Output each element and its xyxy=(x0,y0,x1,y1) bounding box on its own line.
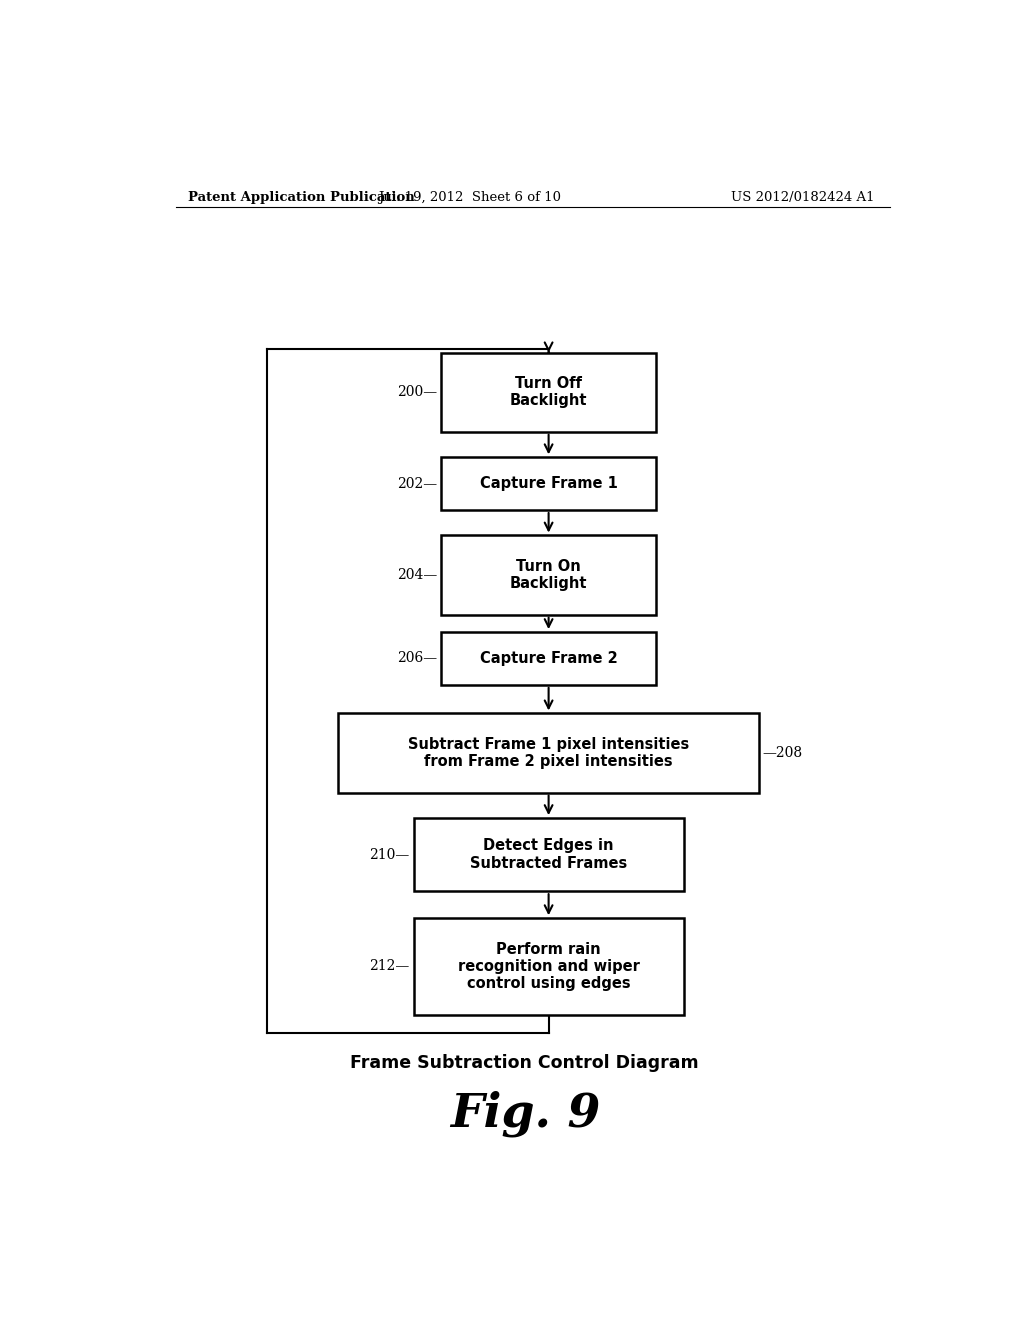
Text: Capture Frame 1: Capture Frame 1 xyxy=(479,477,617,491)
Text: Subtract Frame 1 pixel intensities
from Frame 2 pixel intensities: Subtract Frame 1 pixel intensities from … xyxy=(408,737,689,770)
Text: Patent Application Publication: Patent Application Publication xyxy=(187,190,415,203)
Text: Turn On
Backlight: Turn On Backlight xyxy=(510,558,588,591)
Text: US 2012/0182424 A1: US 2012/0182424 A1 xyxy=(731,190,874,203)
Text: 200—: 200— xyxy=(397,385,437,399)
Text: Jul. 19, 2012  Sheet 6 of 10: Jul. 19, 2012 Sheet 6 of 10 xyxy=(378,190,561,203)
Bar xyxy=(441,536,655,615)
Text: 202—: 202— xyxy=(397,477,437,491)
Bar xyxy=(414,919,684,1015)
Text: 212—: 212— xyxy=(370,960,410,973)
Bar xyxy=(414,818,684,891)
Text: Capture Frame 2: Capture Frame 2 xyxy=(479,651,617,667)
Text: 210—: 210— xyxy=(370,847,410,862)
Text: 204—: 204— xyxy=(397,568,437,582)
Bar xyxy=(338,713,759,792)
Bar xyxy=(441,352,655,432)
Text: —208: —208 xyxy=(763,746,803,760)
Text: Fig. 9: Fig. 9 xyxy=(450,1090,600,1137)
Text: Frame Subtraction Control Diagram: Frame Subtraction Control Diagram xyxy=(350,1053,699,1072)
Text: Detect Edges in
Subtracted Frames: Detect Edges in Subtracted Frames xyxy=(470,838,628,871)
Bar xyxy=(441,632,655,685)
Bar xyxy=(441,457,655,510)
Text: 206—: 206— xyxy=(397,652,437,665)
Text: Perform rain
recognition and wiper
control using edges: Perform rain recognition and wiper contr… xyxy=(458,941,640,991)
Text: Turn Off
Backlight: Turn Off Backlight xyxy=(510,376,588,408)
